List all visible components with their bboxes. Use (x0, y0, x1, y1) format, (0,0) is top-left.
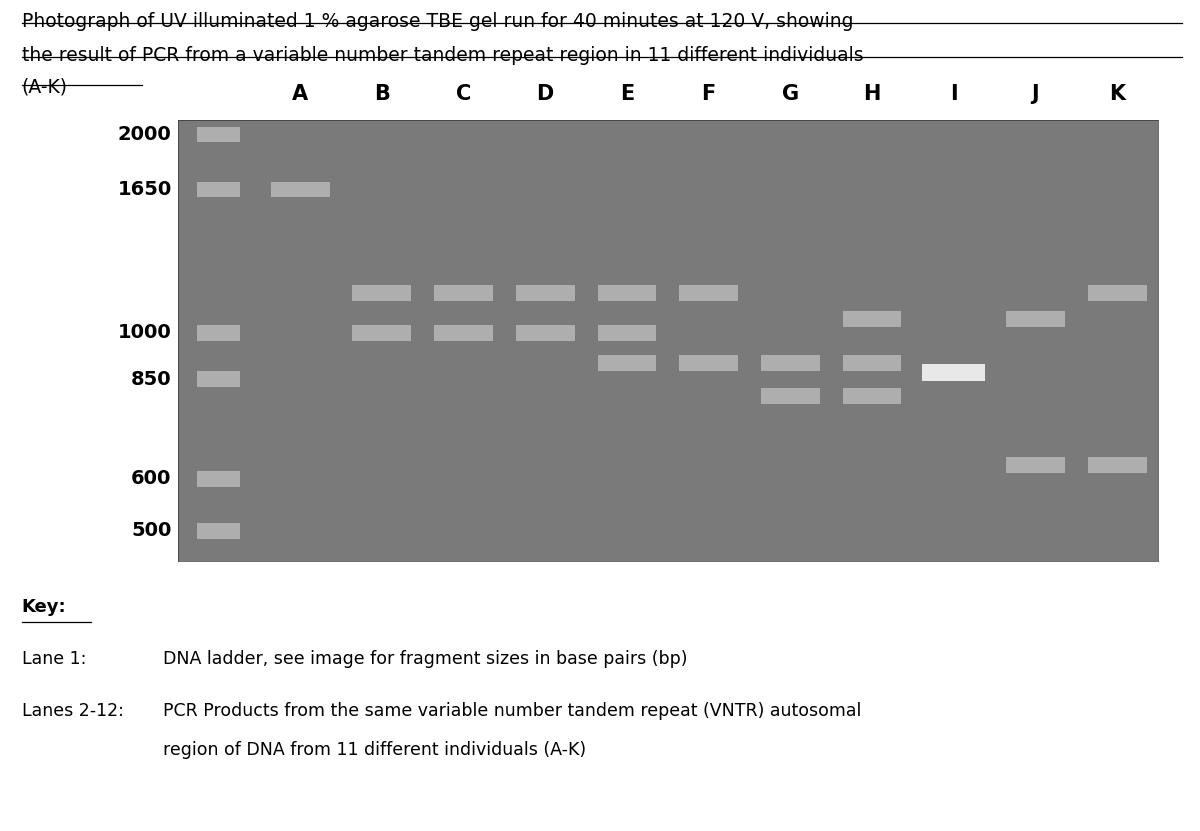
Text: B: B (374, 84, 390, 104)
Text: 1650: 1650 (118, 180, 172, 199)
Text: (A-K): (A-K) (22, 77, 67, 96)
Bar (197, 181, 240, 198)
Bar (197, 523, 240, 538)
Text: Lanes 2-12:: Lanes 2-12: (22, 702, 124, 720)
Bar (434, 285, 493, 301)
Text: 1000: 1000 (118, 323, 172, 342)
Text: region of DNA from 11 different individuals (A-K): region of DNA from 11 different individu… (163, 741, 587, 760)
Text: 500: 500 (131, 521, 172, 540)
Text: PCR Products from the same variable number tandem repeat (VNTR) autosomal: PCR Products from the same variable numb… (163, 702, 862, 720)
Text: I: I (950, 84, 958, 104)
Text: the result of PCR from a variable number tandem repeat region in 11 different in: the result of PCR from a variable number… (22, 46, 863, 65)
Text: D: D (536, 84, 554, 104)
Text: DNA ladder, see image for fragment sizes in base pairs (bp): DNA ladder, see image for fragment sizes… (163, 650, 688, 668)
Bar (516, 285, 575, 301)
Text: G: G (781, 84, 799, 104)
Text: 600: 600 (131, 470, 172, 488)
Text: E: E (620, 84, 634, 104)
Text: K: K (1109, 84, 1126, 104)
Text: F: F (702, 84, 715, 104)
Text: H: H (863, 84, 881, 104)
Bar (271, 181, 330, 198)
Bar (842, 311, 901, 327)
Bar (761, 389, 820, 405)
Bar (842, 355, 901, 371)
Bar (1087, 457, 1146, 473)
Bar (761, 355, 820, 371)
Bar (598, 355, 656, 371)
Bar (598, 285, 656, 301)
Bar (1087, 285, 1146, 301)
Bar (197, 325, 240, 341)
Text: Lane 1:: Lane 1: (22, 650, 86, 668)
Bar (434, 325, 493, 341)
Bar (353, 325, 412, 341)
Text: 850: 850 (131, 370, 172, 389)
Text: Key:: Key: (22, 598, 66, 617)
Bar (197, 371, 240, 387)
Bar (1006, 311, 1064, 327)
Bar (923, 364, 985, 381)
Bar (516, 325, 575, 341)
Bar (598, 325, 656, 341)
Text: 2000: 2000 (118, 125, 172, 144)
Text: A: A (292, 84, 308, 104)
Bar (842, 389, 901, 405)
Text: Photograph of UV illuminated 1 % agarose TBE gel run for 40 minutes at 120 V, sh: Photograph of UV illuminated 1 % agarose… (22, 12, 853, 32)
Bar (679, 285, 738, 301)
Bar (197, 470, 240, 487)
Bar (197, 126, 240, 142)
Text: J: J (1032, 84, 1039, 104)
Bar (679, 355, 738, 371)
Bar (1006, 457, 1064, 473)
Bar (353, 285, 412, 301)
Text: C: C (456, 84, 472, 104)
